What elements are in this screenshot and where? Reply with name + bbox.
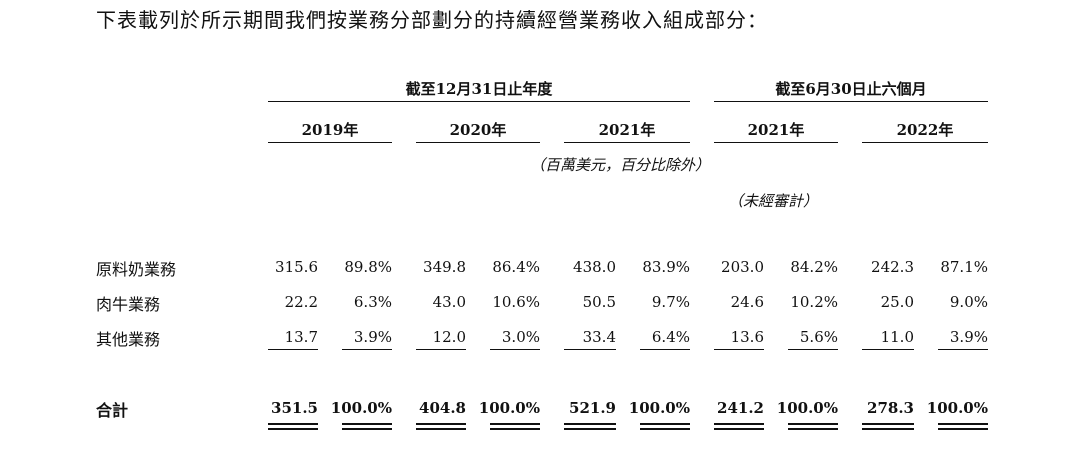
year-rule (862, 142, 988, 143)
table-cell: 521.9 (569, 399, 616, 417)
table-cell: 33.4 (582, 328, 616, 346)
row-label: 合計 (96, 401, 129, 420)
table-cell: 12.0 (432, 328, 466, 346)
double-rule (714, 428, 764, 430)
table-cell: 278.3 (867, 399, 914, 417)
double-rule (342, 423, 392, 425)
row-label: 肉牛業務 (96, 295, 161, 314)
year-header: 2019年 (301, 121, 359, 139)
year-header: 2020年 (449, 121, 507, 139)
table-cell: 349.8 (423, 258, 466, 276)
table-cell: 9.0% (949, 293, 988, 311)
year-rule (268, 142, 392, 143)
double-rule (938, 423, 988, 425)
double-rule (714, 423, 764, 425)
unit-note: （百萬美元，百分比除外） (530, 156, 711, 174)
table-cell: 100.0% (776, 399, 838, 417)
table-cell: 241.2 (717, 399, 764, 417)
double-rule (640, 428, 690, 430)
subtotal-rule (342, 349, 392, 350)
table-cell: 24.6 (730, 293, 764, 311)
table-cell: 100.0% (628, 399, 690, 417)
table-cell: 6.4% (651, 328, 690, 346)
year-rule (564, 142, 690, 143)
subtotal-rule (268, 349, 318, 350)
double-rule (416, 423, 466, 425)
table-cell: 87.1% (940, 258, 988, 276)
table-cell: 9.7% (651, 293, 690, 311)
table-cell: 203.0 (721, 258, 764, 276)
table-cell: 3.9% (353, 328, 392, 346)
table-cell: 10.6% (492, 293, 540, 311)
table-cell: 89.8% (344, 258, 392, 276)
table-cell: 43.0 (432, 293, 466, 311)
double-rule (268, 428, 318, 430)
double-rule (490, 428, 540, 430)
table-cell: 86.4% (492, 258, 540, 276)
table-cell: 50.5 (582, 293, 616, 311)
group-rule-interim (714, 101, 988, 102)
year-header: 2021年 (747, 121, 805, 139)
row-label: 原料奶業務 (96, 260, 177, 279)
subtotal-rule (564, 349, 616, 350)
double-rule (640, 423, 690, 425)
table-cell: 13.6 (730, 328, 764, 346)
table-cell: 25.0 (880, 293, 914, 311)
group-header-interim: 截至6月30日止六個月 (775, 80, 927, 98)
table-cell: 100.0% (478, 399, 540, 417)
table-cell: 83.9% (642, 258, 690, 276)
table-cell: 351.5 (271, 399, 318, 417)
table-cell: 438.0 (573, 258, 616, 276)
subtotal-rule (416, 349, 466, 350)
subtotal-rule (640, 349, 690, 350)
year-header: 2022年 (896, 121, 954, 139)
double-rule (862, 428, 914, 430)
double-rule (564, 428, 616, 430)
table-cell: 3.9% (949, 328, 988, 346)
double-rule (788, 428, 838, 430)
table-cell: 6.3% (353, 293, 392, 311)
table-cell: 84.2% (790, 258, 838, 276)
subtotal-rule (938, 349, 988, 350)
double-rule (788, 423, 838, 425)
table-cell: 3.0% (501, 328, 540, 346)
group-rule-annual (268, 101, 690, 102)
table-cell: 13.7 (284, 328, 318, 346)
intro-text: 下表載列於所示期間我們按業務分部劃分的持續經營業務收入組成部分： (96, 8, 768, 32)
subtotal-rule (490, 349, 540, 350)
table-cell: 5.6% (799, 328, 838, 346)
double-rule (564, 423, 616, 425)
double-rule (342, 428, 392, 430)
double-rule (862, 423, 914, 425)
group-header-annual: 截至12月31日止年度 (405, 80, 553, 98)
unaudited-note: （未經審計） (728, 192, 819, 210)
year-rule (416, 142, 540, 143)
subtotal-rule (862, 349, 914, 350)
double-rule (268, 423, 318, 425)
table-cell: 11.0 (880, 328, 914, 346)
year-header: 2021年 (598, 121, 656, 139)
double-rule (490, 423, 540, 425)
table-cell: 100.0% (330, 399, 392, 417)
subtotal-rule (714, 349, 764, 350)
double-rule (416, 428, 466, 430)
table-cell: 22.2 (284, 293, 318, 311)
table-cell: 10.2% (790, 293, 838, 311)
subtotal-rule (788, 349, 838, 350)
table-cell: 100.0% (926, 399, 988, 417)
table-cell: 242.3 (871, 258, 914, 276)
double-rule (938, 428, 988, 430)
table-cell: 404.8 (419, 399, 466, 417)
table-cell: 315.6 (275, 258, 318, 276)
year-rule (714, 142, 838, 143)
row-label: 其他業務 (96, 330, 161, 349)
